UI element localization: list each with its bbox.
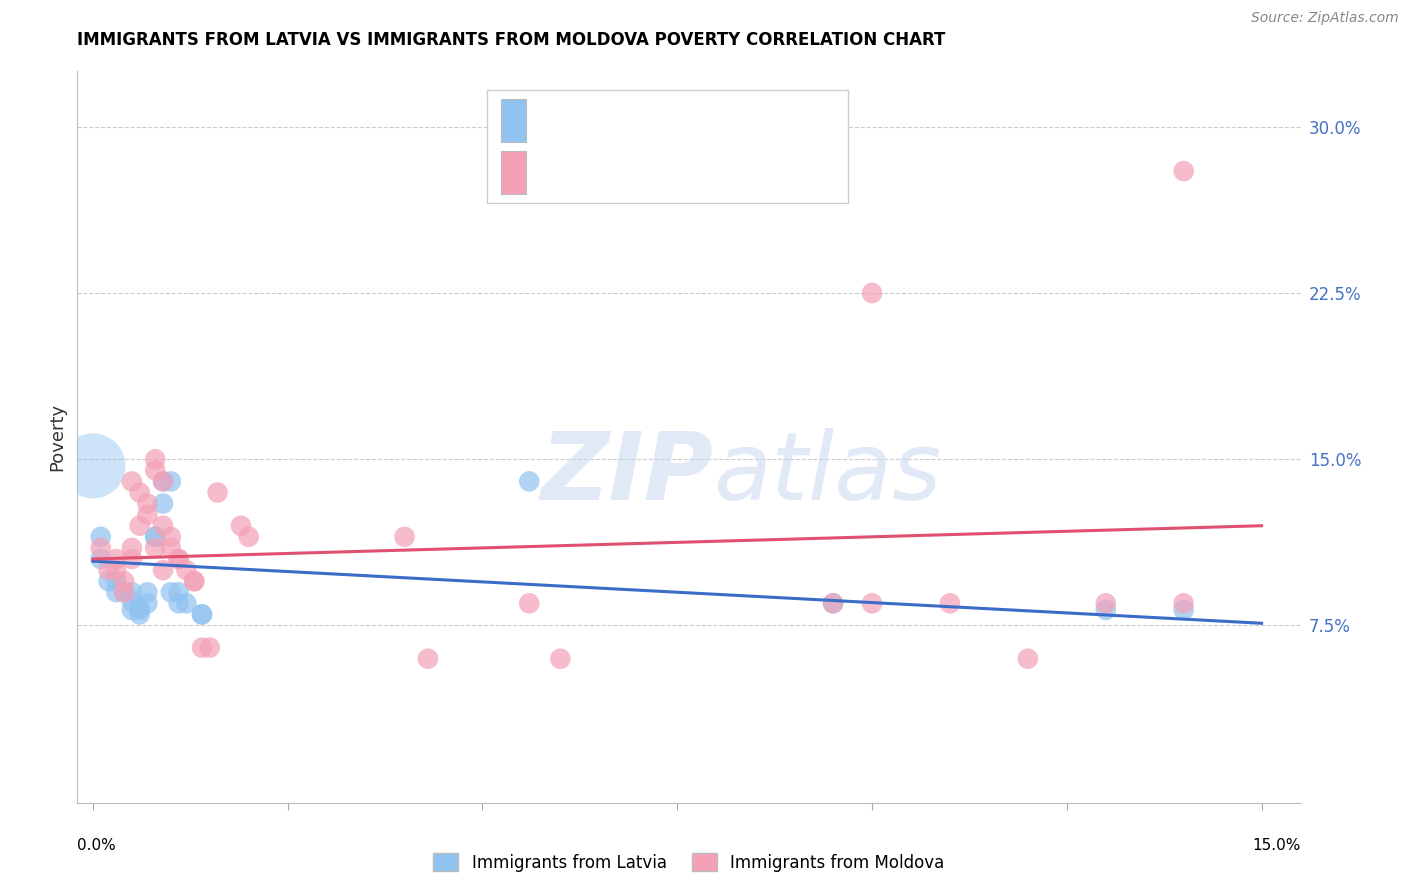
Point: [159, 541, 181, 555]
Text: ZIP: ZIP: [540, 427, 713, 520]
Point: [416, 651, 439, 665]
Point: [159, 585, 181, 599]
Point: [136, 508, 159, 522]
Point: [159, 475, 181, 489]
Point: [90, 530, 112, 544]
Y-axis label: Poverty: Poverty: [48, 403, 66, 471]
Point: [136, 585, 159, 599]
Legend: Immigrants from Latvia, Immigrants from Moldova: Immigrants from Latvia, Immigrants from …: [427, 847, 950, 879]
Point: [82, 458, 104, 473]
Point: [105, 574, 128, 589]
Point: [112, 585, 135, 599]
Point: [121, 541, 143, 555]
Point: [112, 585, 135, 599]
Point: [198, 640, 221, 655]
Point: [860, 596, 883, 610]
Point: [176, 596, 198, 610]
Point: [128, 607, 150, 622]
Point: [143, 530, 166, 544]
Point: [167, 585, 190, 599]
Point: [229, 518, 252, 533]
Point: [143, 530, 166, 544]
Text: R =  0.031: R = 0.031: [537, 163, 634, 181]
Point: [517, 475, 540, 489]
Point: [167, 596, 190, 610]
Point: [183, 574, 205, 589]
Point: [1094, 603, 1116, 617]
Point: [152, 563, 174, 577]
Point: [121, 585, 143, 599]
Point: [176, 563, 198, 577]
Text: R = -0.112: R = -0.112: [537, 112, 634, 129]
Point: [105, 563, 128, 577]
Point: [550, 651, 572, 665]
Point: [128, 485, 150, 500]
Point: [152, 475, 174, 489]
Point: [136, 596, 159, 610]
Point: [1173, 596, 1195, 610]
Point: [152, 475, 174, 489]
Point: [143, 541, 166, 555]
Point: [191, 607, 214, 622]
Point: [159, 530, 181, 544]
Point: [143, 463, 166, 477]
Point: [167, 552, 190, 566]
Point: [1173, 603, 1195, 617]
Point: [517, 596, 540, 610]
Point: [90, 541, 112, 555]
Point: [1094, 596, 1116, 610]
Text: 0.0%: 0.0%: [77, 838, 117, 854]
Point: [105, 552, 128, 566]
Point: [90, 552, 112, 566]
Point: [121, 603, 143, 617]
Point: [128, 600, 150, 615]
Point: [136, 497, 159, 511]
Point: [238, 530, 260, 544]
Point: [823, 596, 845, 610]
Point: [1017, 651, 1039, 665]
Point: [167, 552, 190, 566]
Point: [183, 574, 205, 589]
Point: [860, 285, 883, 300]
Text: atlas: atlas: [713, 428, 942, 519]
Point: [152, 497, 174, 511]
Point: [152, 518, 174, 533]
Point: [121, 552, 143, 566]
Text: N = 29: N = 29: [673, 112, 737, 129]
Text: N = 43: N = 43: [673, 163, 737, 181]
Point: [128, 518, 150, 533]
Point: [191, 640, 214, 655]
Point: [112, 574, 135, 589]
Text: 15.0%: 15.0%: [1253, 838, 1301, 854]
Point: [191, 607, 214, 622]
Point: [128, 603, 150, 617]
Point: [1173, 164, 1195, 178]
Point: [394, 530, 416, 544]
Point: [207, 485, 229, 500]
Text: Source: ZipAtlas.com: Source: ZipAtlas.com: [1251, 11, 1399, 25]
Text: IMMIGRANTS FROM LATVIA VS IMMIGRANTS FROM MOLDOVA POVERTY CORRELATION CHART: IMMIGRANTS FROM LATVIA VS IMMIGRANTS FRO…: [77, 31, 946, 49]
Point: [939, 596, 962, 610]
Point: [823, 596, 845, 610]
Point: [121, 594, 143, 608]
Point: [97, 574, 120, 589]
Point: [97, 563, 120, 577]
Point: [143, 452, 166, 467]
Point: [121, 475, 143, 489]
Point: [105, 585, 128, 599]
